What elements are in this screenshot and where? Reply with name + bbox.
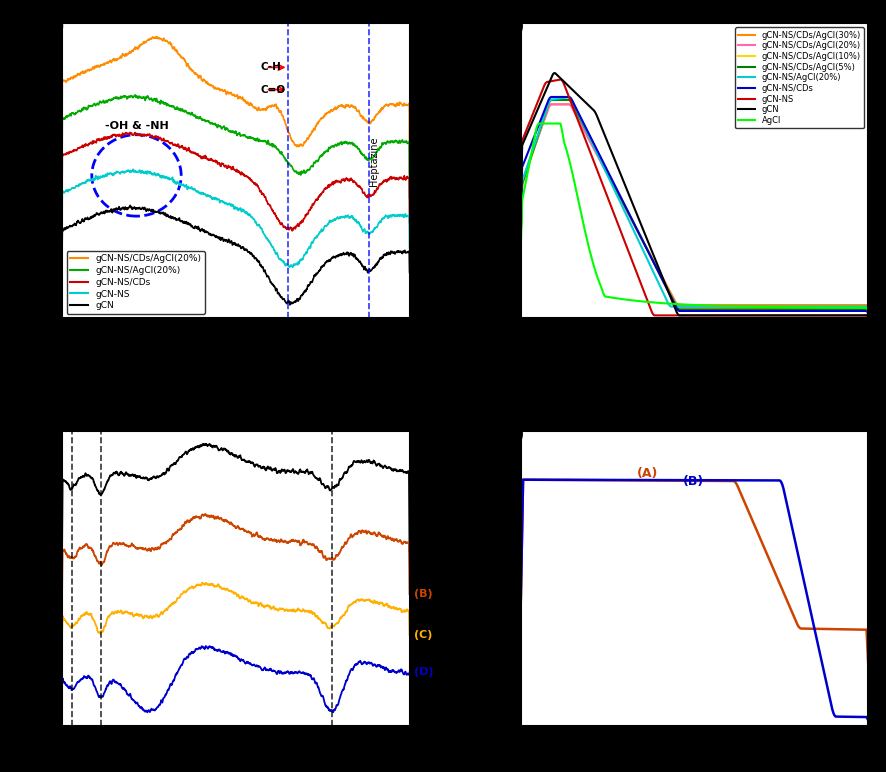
Text: -OH & -NH: -OH & -NH bbox=[105, 121, 168, 131]
Text: (c): (c) bbox=[35, 425, 64, 444]
Text: C-N & C=N: C-N & C=N bbox=[120, 757, 177, 767]
X-axis label: Wavenumber (cm⁻¹): Wavenumber (cm⁻¹) bbox=[165, 751, 307, 764]
Text: (C): (C) bbox=[415, 630, 432, 640]
Text: (B): (B) bbox=[683, 475, 704, 488]
Legend: gCN-NS/CDs/AgCl(30%), gCN-NS/CDs/AgCl(20%), gCN-NS/CDs/AgCl(10%), gCN-NS/CDs/AgC: gCN-NS/CDs/AgCl(30%), gCN-NS/CDs/AgCl(20… bbox=[734, 27, 864, 128]
Text: (b): (b) bbox=[493, 17, 525, 36]
Text: (a): (a) bbox=[35, 17, 65, 36]
Legend: gCN-NS/CDs/AgCl(20%), gCN-NS/AgCl(20%), gCN-NS/CDs, gCN-NS, gCN: gCN-NS/CDs/AgCl(20%), gCN-NS/AgCl(20%), … bbox=[66, 251, 205, 314]
Y-axis label: Transmittance (a.u.): Transmittance (a.u.) bbox=[43, 99, 57, 242]
X-axis label: Wavelength (nm): Wavelength (nm) bbox=[633, 344, 755, 357]
Y-axis label: % Transmittance: % Transmittance bbox=[43, 520, 57, 637]
Text: (D): (D) bbox=[415, 668, 434, 677]
Text: C=O: C=O bbox=[260, 85, 285, 95]
Text: (A): (A) bbox=[637, 467, 658, 480]
Text: Heptazine: Heptazine bbox=[94, 744, 104, 772]
Text: (d): (d) bbox=[493, 425, 525, 444]
Text: N-H: N-H bbox=[323, 744, 342, 754]
Text: C-N & C=N: C-N & C=N bbox=[278, 361, 332, 371]
Text: Zn-O: Zn-O bbox=[66, 744, 77, 770]
Y-axis label: Weight loss (%): Weight loss (%) bbox=[473, 523, 486, 633]
Text: (B): (B) bbox=[415, 589, 433, 599]
Text: (A): (A) bbox=[415, 547, 433, 557]
X-axis label: Temprature (°C): Temprature (°C) bbox=[638, 751, 751, 764]
X-axis label: Wavenumber (cm⁻¹): Wavenumber (cm⁻¹) bbox=[165, 344, 307, 357]
Y-axis label: Absorbance: Absorbance bbox=[476, 130, 489, 212]
Text: Heptazine: Heptazine bbox=[369, 137, 379, 186]
Text: C-H: C-H bbox=[260, 63, 282, 73]
